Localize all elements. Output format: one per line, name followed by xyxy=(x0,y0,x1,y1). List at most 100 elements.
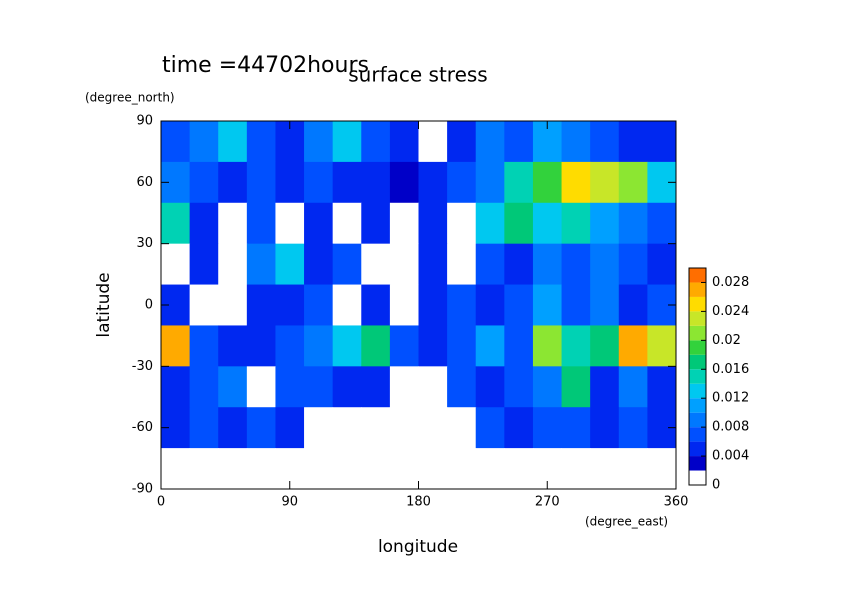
cell xyxy=(389,243,419,286)
x-axis-label: longitude xyxy=(378,537,458,557)
cell xyxy=(218,284,248,326)
cell xyxy=(618,161,648,204)
cell xyxy=(189,202,219,245)
cell xyxy=(189,161,219,204)
cell xyxy=(189,325,219,367)
cell xyxy=(647,366,677,408)
colorbar-tick-label: 0.028 xyxy=(712,275,749,290)
cell xyxy=(475,366,505,408)
cell xyxy=(246,366,276,408)
cell xyxy=(161,366,191,408)
cell xyxy=(275,202,305,245)
cell xyxy=(475,407,505,449)
cell xyxy=(418,448,448,490)
cell xyxy=(561,161,591,204)
cell xyxy=(389,325,419,367)
cell xyxy=(246,202,276,245)
cell xyxy=(647,243,677,286)
colorbar-band xyxy=(689,369,706,384)
cell xyxy=(504,366,534,408)
cell xyxy=(590,407,620,449)
colorbar-band xyxy=(689,470,706,485)
cell xyxy=(647,325,677,367)
cell xyxy=(475,121,505,163)
cell xyxy=(218,243,248,286)
cell xyxy=(475,243,505,286)
colorbar-band xyxy=(689,427,706,442)
cell xyxy=(504,161,534,204)
cell xyxy=(332,121,362,163)
cell xyxy=(447,407,477,449)
y-unit: (degree_north) xyxy=(85,91,175,105)
cell xyxy=(504,121,534,163)
cell xyxy=(647,448,677,490)
cell xyxy=(246,284,276,326)
cell xyxy=(532,284,563,326)
cell xyxy=(475,161,505,204)
colorbar-tick-label: 0.024 xyxy=(712,304,749,319)
cell xyxy=(332,202,362,245)
x-tick-label: 180 xyxy=(406,495,431,510)
y-tick-label: -60 xyxy=(132,420,153,435)
cell xyxy=(418,243,448,286)
cell xyxy=(218,325,248,367)
cell xyxy=(361,407,391,449)
cell xyxy=(418,366,448,408)
colorbar-band xyxy=(689,268,706,283)
cell xyxy=(618,121,648,163)
cell xyxy=(161,243,191,286)
x-tick-label: 360 xyxy=(664,495,689,510)
cell xyxy=(504,202,534,245)
cell xyxy=(389,121,419,163)
cell xyxy=(418,121,448,163)
colorbar-band xyxy=(689,325,706,341)
cell xyxy=(561,284,591,326)
cell xyxy=(161,325,191,367)
cell xyxy=(246,448,276,490)
cell xyxy=(189,407,219,449)
cell xyxy=(475,284,505,326)
cell xyxy=(447,161,477,204)
cell xyxy=(561,243,591,286)
cell xyxy=(218,121,248,163)
cell xyxy=(361,161,391,204)
cell xyxy=(246,243,276,286)
cell xyxy=(504,243,534,286)
cell xyxy=(218,202,248,245)
cell xyxy=(561,448,591,490)
cell xyxy=(532,325,563,367)
cell xyxy=(189,243,219,286)
cell xyxy=(447,284,477,326)
y-tick-label: 0 xyxy=(145,298,153,313)
cell xyxy=(590,366,620,408)
cell xyxy=(418,325,448,367)
cell xyxy=(361,202,391,245)
cell xyxy=(246,325,276,367)
cell xyxy=(532,161,563,204)
cell xyxy=(618,448,648,490)
cell xyxy=(590,325,620,367)
cell xyxy=(332,161,362,204)
cell xyxy=(447,325,477,367)
cell xyxy=(590,161,620,204)
cell xyxy=(332,284,362,326)
cell xyxy=(389,202,419,245)
cell xyxy=(275,284,305,326)
cell xyxy=(475,448,505,490)
cell xyxy=(389,161,419,204)
cell xyxy=(532,407,563,449)
cell xyxy=(304,161,334,204)
cell xyxy=(590,121,620,163)
cell xyxy=(189,121,219,163)
colorbar-tick-label: 0 xyxy=(712,478,720,493)
cell xyxy=(304,407,334,449)
cell xyxy=(332,325,362,367)
cell xyxy=(332,407,362,449)
colorbar-tick-label: 0.012 xyxy=(712,391,749,406)
cell xyxy=(561,366,591,408)
cell xyxy=(361,366,391,408)
cell xyxy=(189,448,219,490)
cell xyxy=(275,243,305,286)
cell xyxy=(618,202,648,245)
